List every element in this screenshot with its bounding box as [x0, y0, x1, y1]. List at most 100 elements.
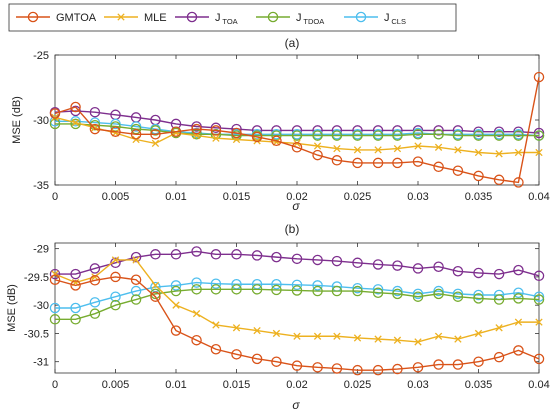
panel-a-point-gmtoa [412, 156, 424, 167]
legend-marker-mle [117, 13, 125, 21]
panel-b-point-gmtoa [210, 344, 222, 355]
panel-b-point-j-tdoa [271, 284, 282, 296]
panel-a-xtick-label: 0 [52, 191, 58, 203]
legend-item-j-tdoa: J TDOA [256, 11, 324, 26]
panel-b-point-j-cls [533, 291, 545, 302]
panel-a-point-mle [535, 148, 543, 157]
panel-b-point-j-toa [271, 251, 282, 263]
panel-a-point-j-tdoa [433, 129, 444, 140]
panel-a-point-mle [414, 142, 422, 150]
panel-b-point-j-cls [110, 291, 121, 302]
legend-marker-j-tdoa [267, 11, 279, 23]
panel-a-point-mle [434, 143, 443, 151]
panel-a-point-gmtoa [170, 126, 182, 137]
panel-b-point-mle [172, 301, 180, 309]
panel-b-point-j-toa [191, 246, 202, 257]
panel-b-point-j-toa [352, 257, 363, 269]
panel-a-point-gmtoa [493, 174, 505, 186]
panel-a-ytick-label: -25 [33, 50, 49, 62]
panel-a-point-gmtoa [473, 170, 484, 182]
panel-b-point-j-toa [513, 264, 524, 276]
panel-b-point-j-toa [372, 259, 384, 270]
legend-sub-j-tdoa: TDOA [303, 17, 324, 26]
panel-b-point-j-cls [271, 279, 282, 290]
panel-b-point-j-cls [130, 285, 142, 297]
panel-b-point-gmtoa [89, 275, 101, 286]
panel-b-point-j-tdoa [291, 285, 303, 296]
panel-a-point-mle [212, 134, 220, 142]
panel-a-point-j-tdoa [473, 130, 484, 141]
panel-b-line-j-cls [55, 281, 540, 309]
legend-label-j-cls: J [384, 12, 390, 24]
panel-b-point-j-tdoa [89, 308, 101, 319]
panel-b-point-gmtoa [473, 356, 484, 367]
panel-a-line-j-cls [55, 120, 540, 137]
legend: GMTOA MLE J TOA J TDOA J CLS [8, 3, 457, 32]
legend-marker-gmtoa [27, 11, 39, 23]
legend-label-gmtoa: GMTOA [56, 12, 97, 24]
panel-b-point-j-tdoa [130, 294, 142, 305]
panel-a-xtick-label: 0.015 [223, 191, 251, 203]
panel-b-point-mle [434, 332, 443, 340]
panel-b-point-gmtoa [251, 353, 263, 365]
panel-a-xtick-label: 0.005 [102, 191, 130, 203]
panel-b-xlabel: σ [292, 398, 300, 412]
panel-b-point-mle [253, 326, 261, 335]
panel-b-point-j-toa [49, 268, 61, 280]
panel-b-point-gmtoa [392, 363, 403, 375]
panel-b-point-mle [132, 256, 140, 264]
panel-b-point-gmtoa [271, 356, 282, 367]
panel-b-point-j-cls [291, 279, 303, 291]
panel-a-point-j-tdoa [452, 130, 464, 141]
panel-a-point-mle [374, 146, 382, 154]
panel-a-xtick-label: 0.025 [344, 191, 372, 203]
panel-b-series-j-tdoa [49, 284, 545, 325]
panel-a-point-mle [495, 150, 503, 158]
panel-b-point-j-tdoa [312, 285, 323, 297]
panel-b-point-j-tdoa [251, 284, 263, 295]
panel-a-point-j-tdoa [513, 130, 524, 141]
panel-a-xtick-label: 0.01 [165, 191, 186, 203]
panel-b-point-gmtoa [412, 362, 424, 373]
panel-a-ytick-label: -35 [33, 180, 49, 192]
panel-b-point-j-tdoa [191, 284, 202, 295]
panel-a-point-gmtoa [271, 135, 282, 147]
panel-b-point-j-toa [291, 253, 303, 265]
panel-b-point-gmtoa [110, 271, 121, 283]
panel-a-point-gmtoa [70, 101, 81, 113]
panel-b-point-j-tdoa [150, 288, 161, 300]
legend-marker-j-cls [355, 11, 367, 23]
panel-a-series-gmtoa [49, 71, 545, 188]
panel-a-point-gmtoa [191, 123, 202, 135]
panel-a-point-mle [313, 142, 322, 150]
panel-b-point-j-cls [170, 280, 182, 291]
panel-b-point-j-toa [231, 249, 242, 260]
panel-a-point-mle [253, 137, 261, 145]
panel-b-point-mle [535, 318, 543, 326]
panel-b-line-j-tdoa [55, 288, 540, 321]
panel-b-series-gmtoa [49, 271, 545, 376]
panel-a-point-gmtoa [251, 131, 263, 143]
panel-b-point-j-cls [433, 285, 444, 297]
panel-b-point-j-toa [331, 255, 343, 267]
panel-b-point-gmtoa [452, 359, 464, 370]
panel-b-point-mle [232, 324, 241, 332]
panel-b-xtick-label: 0.025 [344, 379, 372, 391]
panel-b-point-gmtoa [130, 274, 142, 285]
panel-b-ytick-label: -29 [33, 244, 49, 256]
panel-a-point-j-cls [110, 118, 121, 130]
legend-sub-j-cls: CLS [391, 17, 406, 26]
panel-b-point-j-tdoa [493, 294, 505, 305]
panel-b-point-gmtoa [352, 364, 363, 376]
panel-b-point-j-cls [473, 289, 484, 301]
panel-b-point-j-toa [150, 249, 161, 260]
panel-b-point-j-cls [191, 277, 202, 288]
panel-b-point-gmtoa [70, 280, 81, 291]
panel-b-point-j-tdoa [170, 285, 182, 297]
panel-b-title: (b) [285, 222, 300, 236]
panel-b-point-gmtoa [231, 349, 242, 360]
panel-b-point-mle [51, 270, 59, 278]
panel-a-title: (a) [285, 36, 300, 50]
panel-b-series-mle [51, 256, 543, 346]
panel-b-line-j-toa [55, 250, 540, 277]
